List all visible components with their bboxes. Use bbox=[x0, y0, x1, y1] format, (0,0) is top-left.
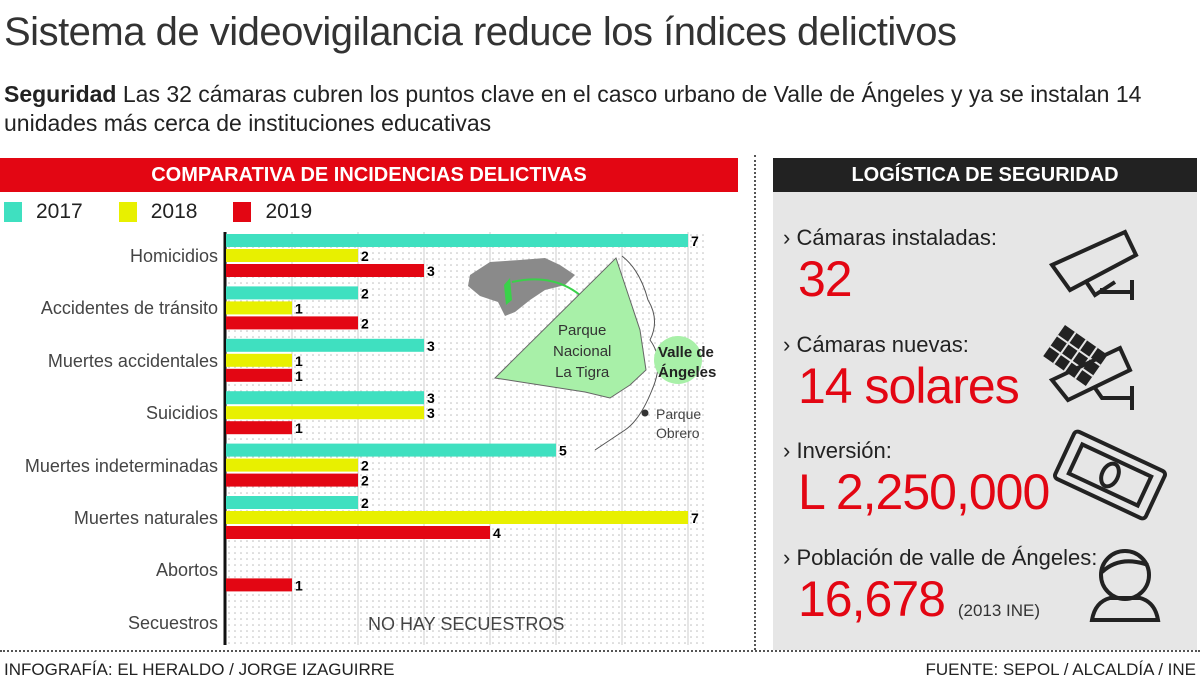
category-label: Homicidios bbox=[129, 246, 218, 266]
bar-2019 bbox=[226, 421, 292, 435]
stat-value-new-cameras: 14 solares bbox=[798, 358, 1020, 414]
bar-2017 bbox=[226, 234, 688, 247]
stat-value-population: 16,678 (2013 INE) bbox=[798, 571, 1041, 627]
bar-value-label: 3 bbox=[427, 390, 435, 406]
stat-label-population: › Población de valle de Ángeles: bbox=[783, 545, 1098, 570]
bar-value-label: 2 bbox=[361, 315, 369, 331]
bar-value-label: 7 bbox=[691, 233, 699, 249]
bar-value-label: 1 bbox=[295, 420, 303, 436]
footer-divider bbox=[0, 650, 1200, 652]
legend-label-2017: 2017 bbox=[36, 200, 83, 223]
logistics-panel bbox=[773, 192, 1197, 650]
map-label-park: Parque Nacional La Tigra bbox=[553, 322, 612, 381]
bar-value-label: 3 bbox=[427, 263, 435, 279]
subheadline-kicker: Seguridad bbox=[4, 81, 117, 107]
category-label: Abortos bbox=[155, 560, 218, 581]
bar-2018 bbox=[226, 249, 358, 262]
bar-value-label: 3 bbox=[427, 405, 435, 421]
bar-value-label: 1 bbox=[295, 353, 303, 369]
legend-swatch-2018 bbox=[118, 202, 137, 222]
logistics-icons bbox=[1043, 229, 1167, 622]
bar-2018 bbox=[226, 353, 292, 367]
bar-value-label: 1 bbox=[295, 577, 303, 593]
banknote-icon bbox=[1053, 429, 1167, 521]
bar-value-label: 2 bbox=[361, 473, 369, 489]
bar-2018 bbox=[226, 458, 358, 472]
bar-2017 bbox=[226, 338, 424, 352]
location-map bbox=[468, 255, 702, 451]
bar-value-label: 2 bbox=[361, 285, 369, 301]
bar-2019 bbox=[226, 526, 490, 539]
legend-swatch-2017 bbox=[4, 202, 22, 222]
map-label-town: Valle de Ángeles bbox=[658, 344, 717, 381]
bar-value-label: 2 bbox=[361, 248, 369, 264]
legend-label-2019: 2019 bbox=[265, 200, 313, 223]
bar-2018 bbox=[226, 406, 424, 420]
bar-value-label: 7 bbox=[691, 510, 699, 526]
bar-value-label: 2 bbox=[361, 458, 369, 474]
legend-swatch-2019 bbox=[233, 202, 252, 222]
category-label: Secuestros bbox=[127, 612, 218, 633]
region-highlight bbox=[504, 278, 512, 305]
map-label-point: Parque Obrero bbox=[656, 406, 702, 441]
category-label: Muertes indeterminadas bbox=[24, 455, 218, 476]
bar-2017 bbox=[226, 391, 424, 405]
bar-value-label: 5 bbox=[559, 443, 567, 459]
subheadline: Seguridad Las 32 cámaras cubren los punt… bbox=[4, 80, 1199, 138]
bar-2019 bbox=[226, 578, 292, 592]
bar-2017 bbox=[226, 443, 556, 457]
category-label: Muertes naturales bbox=[73, 508, 218, 528]
credit-text: INFOGRAFÍA: EL HERALDO / JORGE IZAGUIRRE bbox=[4, 660, 395, 679]
bar-2017 bbox=[226, 286, 358, 300]
bar-value-label: 1 bbox=[295, 368, 303, 384]
category-label: Accidentes de tránsito bbox=[40, 298, 218, 319]
bar-2019 bbox=[226, 473, 358, 487]
stat-value-cameras: 32 bbox=[798, 251, 853, 307]
bar-2019 bbox=[226, 264, 424, 277]
category-label: Muertes accidentales bbox=[47, 350, 218, 371]
bar-value-label: 4 bbox=[493, 525, 501, 541]
chart-title: COMPARATIVA DE INCIDENCIAS DELICTIVAS bbox=[0, 158, 738, 192]
bar-value-label: 1 bbox=[295, 300, 303, 316]
security-camera-icon bbox=[1048, 229, 1139, 300]
stat-label-new-cameras: › Cámaras nuevas: bbox=[783, 332, 969, 357]
bar-2019 bbox=[226, 368, 292, 382]
bar-value-label: 2 bbox=[361, 495, 369, 511]
stat-label-investment: › Inversión: bbox=[783, 438, 892, 463]
legend: 2017 2018 2019 bbox=[4, 200, 312, 224]
chart-annotation: NO HAY SECUESTROS bbox=[368, 614, 565, 634]
bar-2019 bbox=[226, 316, 358, 330]
headline: Sistema de videovigilancia reduce los ín… bbox=[4, 10, 957, 54]
bar-2018 bbox=[226, 301, 292, 315]
logistics-title: LOGÍSTICA DE SEGURIDAD bbox=[773, 158, 1197, 192]
town-area bbox=[654, 336, 702, 384]
point-marker bbox=[641, 409, 649, 417]
column-divider bbox=[754, 155, 756, 650]
bar-value-label: 3 bbox=[427, 338, 435, 354]
person-icon bbox=[1089, 549, 1161, 622]
stat-value-investment: L 2,250,000 bbox=[798, 464, 1050, 520]
bar-2018 bbox=[226, 511, 688, 524]
stat-label-cameras: › Cámaras instaladas: bbox=[783, 225, 997, 250]
category-label: Suicidios bbox=[145, 403, 218, 424]
solar-camera-icon bbox=[1043, 325, 1134, 410]
source-text: FUENTE: SEPOL / ALCALDÍA / INE bbox=[925, 660, 1196, 679]
honduras-map-shape bbox=[468, 258, 575, 316]
population-note: (2013 INE) bbox=[957, 601, 1041, 620]
subheadline-text: Las 32 cámaras cubren los puntos clave e… bbox=[4, 81, 1142, 136]
park-area bbox=[493, 257, 647, 399]
bar-2017 bbox=[226, 496, 358, 509]
legend-label-2018: 2018 bbox=[150, 200, 198, 223]
